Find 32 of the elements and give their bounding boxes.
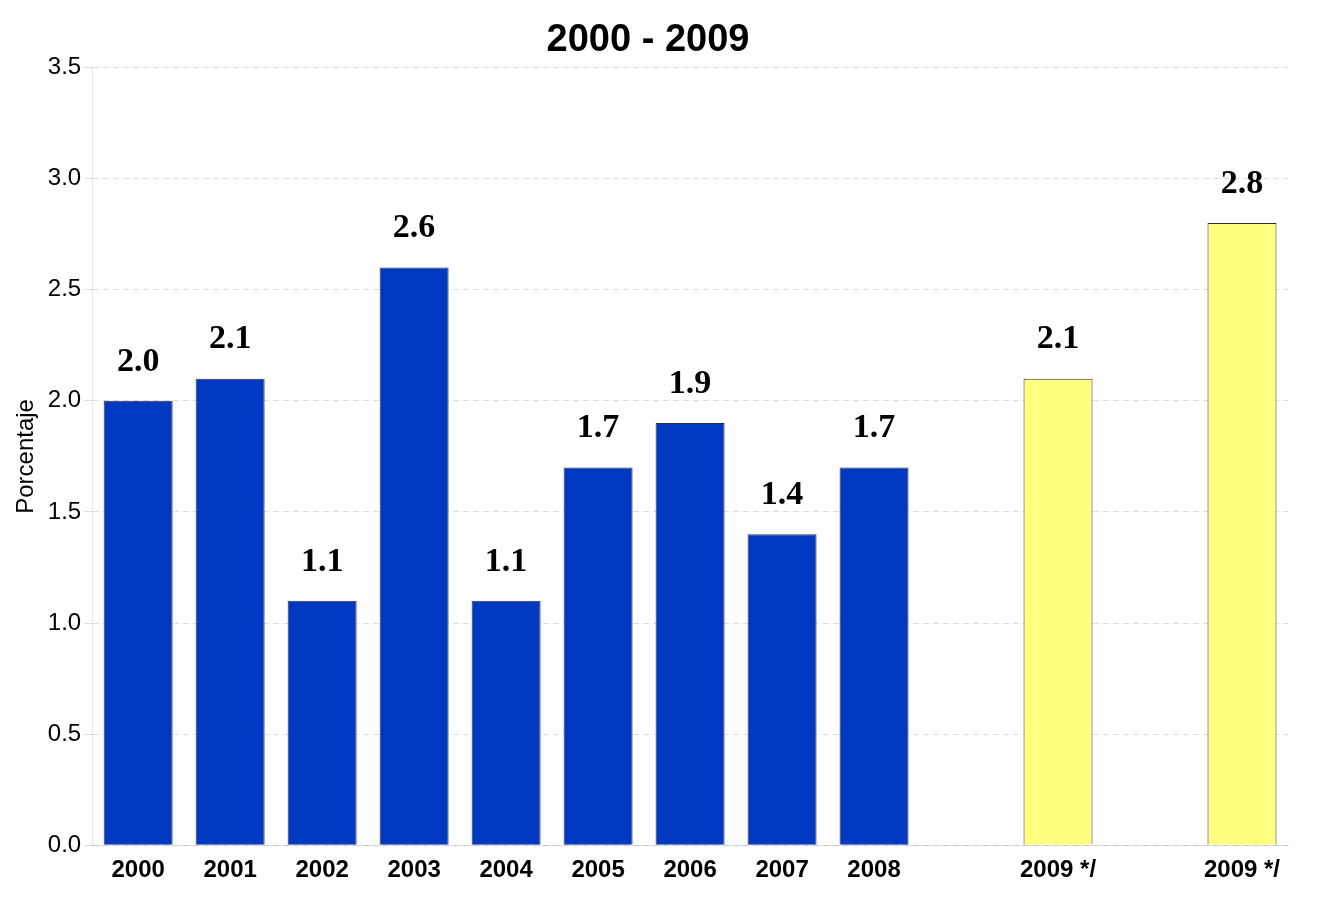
x-tick-label: 2006 xyxy=(663,855,717,883)
data-label: 2.1 xyxy=(208,318,252,356)
data-label: 1.1 xyxy=(484,540,528,578)
data-label: 1.1 xyxy=(300,540,344,578)
y-tick-label: 2.5 xyxy=(47,274,82,302)
data-label: 1.9 xyxy=(668,362,712,400)
y-tick-label: 3.5 xyxy=(47,52,82,80)
data-label: 2.6 xyxy=(392,207,436,245)
y-tick-label: 2.0 xyxy=(47,385,82,413)
x-tick-label: 2000 xyxy=(111,855,165,883)
x-tick-label: 2007 xyxy=(755,855,809,883)
x-tick-label: 2009 */ xyxy=(1019,855,1097,883)
x-tick-label: 2004 xyxy=(479,855,534,883)
data-label: 1.7 xyxy=(852,407,896,445)
y-axis-title: Porcentaje xyxy=(11,399,39,514)
data-label: 1.7 xyxy=(576,407,620,445)
data-label: 2.8 xyxy=(1220,162,1264,200)
y-tick-label: 1.0 xyxy=(47,607,82,635)
y-tick-label: 0.5 xyxy=(47,718,82,746)
y-tick-label: 3.0 xyxy=(47,163,82,191)
chart-title: 2000 - 2009 xyxy=(546,17,750,60)
x-tick-label: 2009 */ xyxy=(1203,855,1281,883)
x-tick-label: 2005 xyxy=(571,855,625,883)
x-tick-label: 2008 xyxy=(847,855,901,883)
data-label: 1.4 xyxy=(760,473,804,511)
data-label: 2.1 xyxy=(1036,318,1080,356)
x-tick-label: 2003 xyxy=(387,855,441,883)
y-tick-label: 1.5 xyxy=(47,496,82,524)
data-label: 2.0 xyxy=(116,340,160,378)
y-tick-label: 0.0 xyxy=(47,829,82,857)
x-tick-label: 2002 xyxy=(295,855,349,883)
x-tick-label: 2001 xyxy=(203,855,257,883)
